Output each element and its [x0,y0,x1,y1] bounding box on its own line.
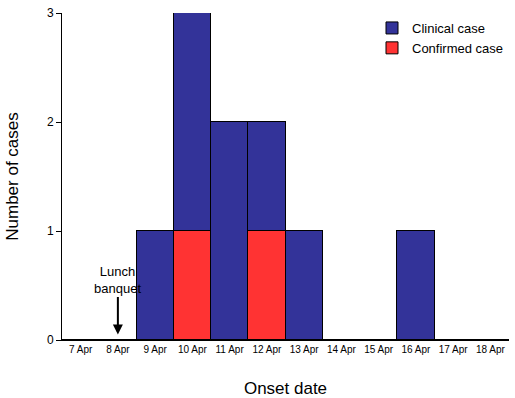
svg-text:17 Apr: 17 Apr [439,344,469,355]
svg-text:Lunchbanquet: Lunchbanquet [94,264,141,296]
svg-text:16 Apr: 16 Apr [401,344,431,355]
svg-text:1: 1 [47,224,54,238]
svg-text:11 Apr: 11 Apr [216,344,245,355]
svg-text:8 Apr: 8 Apr [106,344,130,355]
svg-text:10 Apr: 10 Apr [178,344,208,355]
svg-text:Onset date: Onset date [244,379,327,398]
svg-text:14 Apr: 14 Apr [327,344,357,355]
svg-text:3: 3 [47,6,54,20]
svg-text:Number of cases: Number of cases [3,112,22,241]
svg-text:2: 2 [47,115,54,129]
svg-text:12 Apr: 12 Apr [252,344,282,355]
svg-text:Clinical case: Clinical case [412,21,485,36]
svg-text:7 Apr: 7 Apr [69,344,93,355]
svg-text:Confirmed case: Confirmed case [412,41,503,56]
svg-text:13 Apr: 13 Apr [290,344,320,355]
svg-text:0: 0 [47,333,54,347]
svg-text:15 Apr: 15 Apr [364,344,394,355]
svg-text:18 Apr: 18 Apr [476,344,506,355]
svg-text:9 Apr: 9 Apr [143,344,167,355]
